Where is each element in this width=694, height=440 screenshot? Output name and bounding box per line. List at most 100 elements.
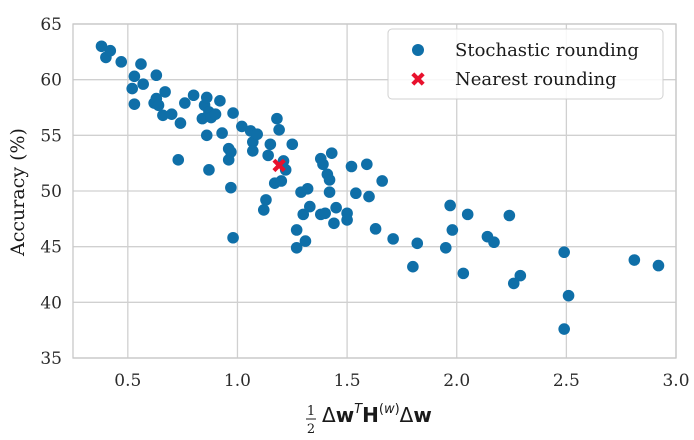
stochastic-point-58: [304, 200, 316, 213]
stochastic-point-0: [95, 40, 108, 53]
stochastic-point-70: [341, 214, 353, 226]
svg-text:2: 2: [307, 422, 315, 437]
stochastic-point-34: [227, 231, 239, 244]
stochastic-point-14: [159, 86, 171, 98]
plot-frame: [72, 23, 677, 359]
stochastic-point-35: [227, 107, 239, 119]
stochastic-point-36: [236, 120, 248, 133]
stochastic-point-17: [174, 117, 187, 129]
stochastic-point-6: [128, 70, 141, 83]
stochastic-point-43: [262, 149, 274, 162]
stochastic-point-23: [200, 129, 213, 142]
legend-label-nearest: Nearest rounding: [455, 69, 617, 90]
stochastic-point-67: [328, 217, 340, 230]
stochastic-point-89: [514, 269, 527, 282]
stochastic-point-7: [135, 58, 147, 70]
x-tick-label-4: 2.5: [553, 371, 580, 391]
stochastic-point-3: [115, 56, 128, 68]
stochastic-point-8: [137, 78, 149, 90]
stochastic-point-71: [345, 160, 358, 173]
stochastic-point-92: [562, 289, 575, 302]
stochastic-point-52: [290, 224, 303, 236]
stochastic-point-66: [325, 147, 338, 159]
stochastic-point-79: [411, 237, 424, 250]
svg-text:1: 1: [307, 404, 315, 419]
y-tick-label-1: 40: [40, 293, 62, 313]
legend-x-mark: [411, 72, 425, 86]
stochastic-point-44: [264, 138, 277, 151]
legend-label-stochastic: Stochastic rounding: [455, 40, 639, 61]
y-tick-label-6: 65: [40, 15, 62, 35]
stochastic-point-55: [297, 208, 310, 221]
y-tick-label-2: 45: [40, 238, 62, 258]
stochastic-point-42: [260, 194, 272, 206]
stochastic-point-93: [628, 254, 641, 266]
stochastic-point-32: [225, 146, 237, 158]
stochastic-point-76: [376, 175, 388, 187]
stochastic-point-73: [361, 158, 373, 171]
legend-box: [387, 28, 664, 100]
stochastic-point-94: [652, 259, 665, 272]
y-tick-label-4: 55: [40, 126, 62, 146]
stochastic-point-40: [251, 128, 263, 141]
y-axis-label: Accuracy (%): [7, 128, 29, 257]
stochastic-point-41: [257, 204, 270, 216]
stochastic-point-29: [216, 127, 228, 139]
stochastic-point-46: [271, 112, 283, 125]
stochastic-point-53: [290, 241, 303, 254]
stochastic-point-88: [507, 277, 520, 290]
x-tick-labels: 0.5 1.0 1.5 2.0 2.5 3.0: [114, 371, 689, 391]
stochastic-point-25: [203, 164, 215, 176]
stochastic-point-86: [488, 236, 500, 249]
stochastic-point-57: [301, 182, 314, 195]
stochastic-point-64: [323, 174, 336, 186]
x-tick-label-5: 3.0: [662, 371, 689, 391]
stochastic-point-80: [439, 241, 452, 254]
stochastic-point-90: [558, 323, 570, 335]
x-axis-label: 1 2 ΔwTH(w)Δw: [306, 402, 432, 437]
stochastic-point-81: [444, 199, 456, 212]
stochastic-point-22: [200, 91, 213, 104]
stochastic-point-2: [104, 44, 117, 57]
data-points: [95, 40, 665, 335]
nearest-point-0: [272, 158, 286, 173]
stochastic-point-91: [558, 246, 570, 259]
y-tick-label-0: 35: [40, 349, 62, 369]
stochastic-point-83: [457, 267, 470, 280]
stochastic-point-5: [128, 98, 141, 110]
stochastic-point-39: [247, 145, 259, 157]
y-tick-labels: 35 40 45 50 55 60 65: [40, 15, 62, 369]
x-tick-label-0: 0.5: [114, 371, 141, 391]
stochastic-point-16: [172, 154, 185, 166]
x-tick-label-2: 1.5: [334, 371, 361, 391]
x-tick-label-3: 2.0: [443, 371, 470, 391]
legend-marker-nearest: [411, 72, 425, 86]
stochastic-point-62: [319, 207, 331, 220]
svg-text:ΔwTH(w)Δw: ΔwTH(w)Δw: [322, 402, 432, 427]
stochastic-point-78: [407, 260, 419, 273]
y-tick-label-5: 60: [40, 71, 62, 91]
stochastic-point-61: [317, 158, 329, 171]
stochastic-point-72: [350, 187, 362, 200]
stochastic-point-48: [275, 175, 288, 187]
legend-marker-stochastic: [412, 44, 424, 56]
stochastic-point-87: [503, 209, 516, 222]
x-tick-label-1: 1.0: [224, 371, 251, 391]
stochastic-point-33: [225, 181, 237, 194]
stochastic-point-4: [126, 82, 139, 95]
stochastic-point-13: [157, 109, 169, 122]
stochastic-point-47: [273, 123, 285, 136]
y-tick-label-3: 50: [40, 182, 62, 202]
stochastic-point-82: [446, 224, 459, 236]
legend: Stochastic rounding Nearest rounding: [387, 28, 664, 100]
stochastic-point-28: [214, 95, 226, 107]
stochastic-point-68: [330, 201, 342, 214]
stochastic-point-15: [165, 108, 178, 120]
stochastic-point-51: [286, 138, 299, 151]
stochastic-point-75: [369, 223, 382, 235]
stochastic-point-74: [363, 190, 375, 203]
stochastic-point-19: [187, 89, 200, 102]
stochastic-point-10: [150, 69, 163, 82]
stochastic-point-77: [387, 233, 399, 245]
